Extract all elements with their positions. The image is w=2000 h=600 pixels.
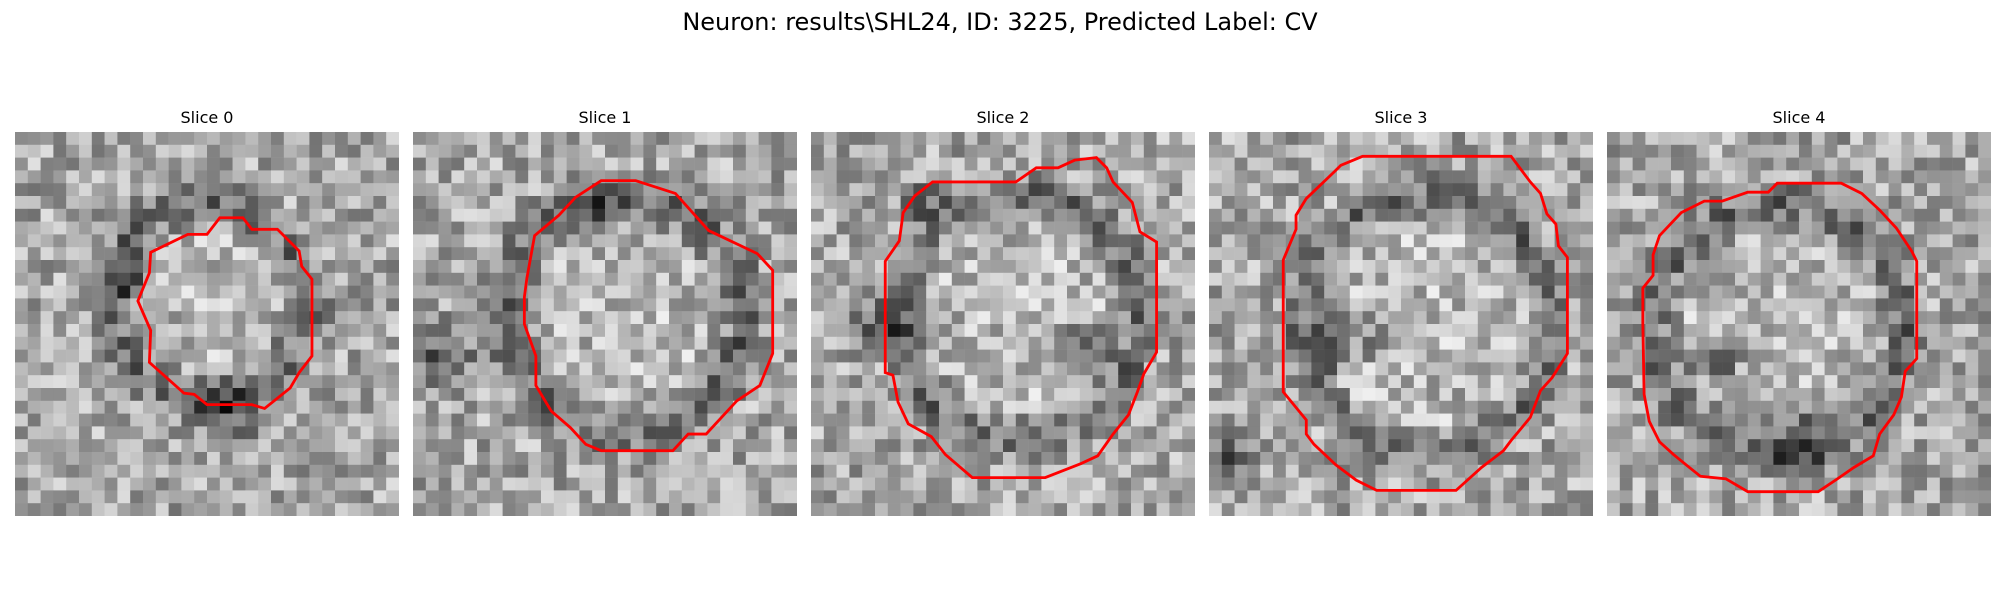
slice-svg-2 <box>811 132 1195 516</box>
slice-title-0: Slice 0 <box>180 108 234 127</box>
slice-panel-4: Slice 4 <box>1607 108 1991 516</box>
slice-svg-4 <box>1607 132 1991 516</box>
roi-contour-0 <box>136 216 314 411</box>
slice-image-0 <box>15 132 399 516</box>
slice-panel-3: Slice 3 <box>1209 108 1593 516</box>
slice-title-4: Slice 4 <box>1772 108 1826 127</box>
slice-pixels-2 <box>811 132 1195 516</box>
slice-pixels-4 <box>1607 132 1991 516</box>
roi-contour-1 <box>522 179 775 453</box>
slice-title-1: Slice 1 <box>578 108 632 127</box>
slice-image-1 <box>413 132 797 516</box>
roi-contour-2 <box>883 156 1159 480</box>
slice-pixels-3 <box>1209 132 1593 516</box>
slice-svg-1 <box>413 132 797 516</box>
roi-contour-3 <box>1281 154 1569 492</box>
slice-panel-2: Slice 2 <box>811 108 1195 516</box>
slice-panel-0: Slice 0 <box>15 108 399 516</box>
slice-pixels-0 <box>15 132 399 516</box>
slice-panel-1: Slice 1 <box>413 108 797 516</box>
slice-image-2 <box>811 132 1195 516</box>
slice-svg-3 <box>1209 132 1593 516</box>
slice-image-4 <box>1607 132 1991 516</box>
slice-image-3 <box>1209 132 1593 516</box>
figure-title: Neuron: results\SHL24, ID: 3225, Predict… <box>682 8 1318 36</box>
slice-svg-0 <box>15 132 399 516</box>
slice-pixels-1 <box>413 132 797 516</box>
roi-contour-4 <box>1641 181 1919 494</box>
slice-title-3: Slice 3 <box>1374 108 1428 127</box>
slice-title-2: Slice 2 <box>976 108 1030 127</box>
